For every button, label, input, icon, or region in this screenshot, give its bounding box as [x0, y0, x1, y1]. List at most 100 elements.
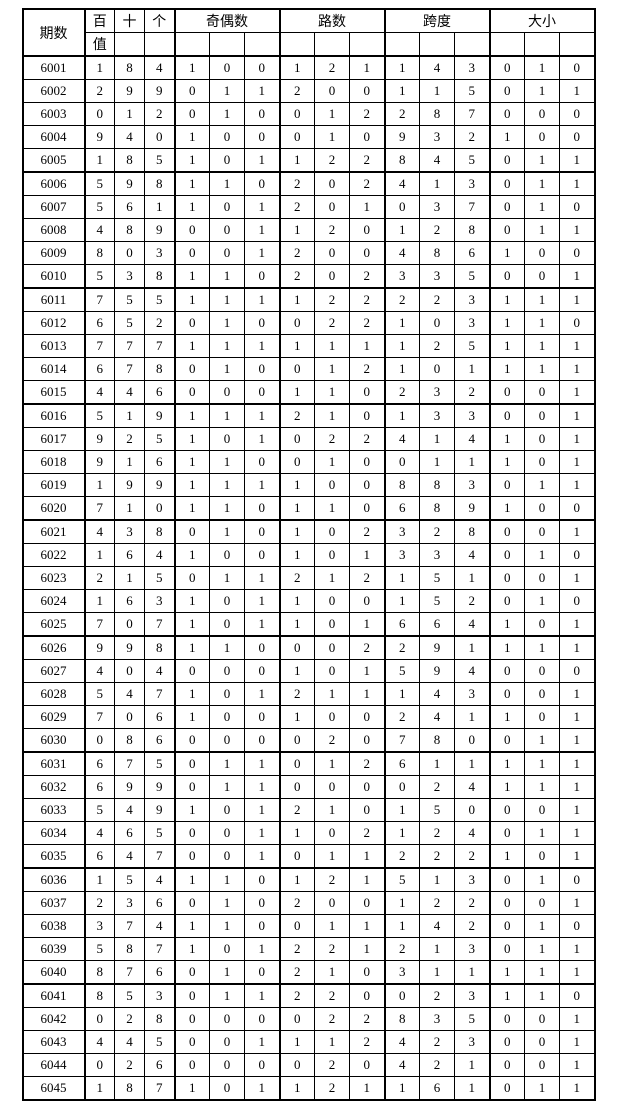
- cell-value: 1: [350, 868, 385, 892]
- cell-value: 0: [245, 172, 280, 196]
- cell-value: 2: [350, 567, 385, 590]
- cell-value: 1: [280, 822, 315, 845]
- table-row: 6044026000020421001: [23, 1054, 595, 1077]
- cell-value: 0: [245, 729, 280, 753]
- cell-value: 0: [175, 1031, 210, 1054]
- cell-value: 1: [245, 590, 280, 613]
- cell-value: 1: [455, 636, 490, 660]
- cell-value: 8: [455, 520, 490, 544]
- cell-value: 0: [245, 1008, 280, 1031]
- cell-value: 1: [490, 288, 525, 312]
- cell-value: 5: [115, 868, 145, 892]
- cell-value: 9: [115, 172, 145, 196]
- cell-value: 1: [560, 1008, 595, 1031]
- cell-value: 4: [455, 660, 490, 683]
- cell-value: 1: [210, 752, 245, 776]
- cell-value: 2: [420, 776, 455, 799]
- cell-value: 0: [560, 242, 595, 265]
- cell-value: 0: [245, 915, 280, 938]
- cell-value: 7: [115, 915, 145, 938]
- cell-value: 0: [210, 242, 245, 265]
- cell-value: 2: [420, 335, 455, 358]
- cell-value: 0: [245, 103, 280, 126]
- cell-value: 0: [490, 729, 525, 753]
- cell-value: 0: [560, 984, 595, 1008]
- cell-value: 9: [145, 799, 175, 822]
- cell-value: 3: [420, 196, 455, 219]
- cell-value: 0: [175, 776, 210, 799]
- cell-value: 1: [175, 706, 210, 729]
- cell-value: 1: [455, 567, 490, 590]
- cell-value: 2: [455, 590, 490, 613]
- cell-value: 2: [455, 915, 490, 938]
- cell-value: 1: [315, 915, 350, 938]
- cell-value: 0: [350, 892, 385, 915]
- cell-value: 0: [350, 590, 385, 613]
- cell-value: 1: [315, 961, 350, 985]
- cell-value: 0: [560, 915, 595, 938]
- cell-value: 1: [350, 196, 385, 219]
- cell-value: 1: [560, 149, 595, 173]
- cell-period: 6019: [23, 474, 85, 497]
- cell-value: 1: [245, 683, 280, 706]
- header-empty: [385, 33, 420, 57]
- cell-value: 1: [525, 288, 560, 312]
- cell-value: 1: [560, 474, 595, 497]
- cell-value: 0: [245, 636, 280, 660]
- cell-value: 0: [525, 265, 560, 289]
- cell-period: 6029: [23, 706, 85, 729]
- cell-period: 6017: [23, 428, 85, 451]
- cell-value: 1: [210, 497, 245, 521]
- cell-value: 0: [280, 126, 315, 149]
- cell-value: 1: [175, 428, 210, 451]
- cell-value: 1: [560, 172, 595, 196]
- cell-value: 0: [210, 683, 245, 706]
- cell-value: 1: [560, 520, 595, 544]
- cell-value: 1: [490, 752, 525, 776]
- cell-value: 4: [115, 381, 145, 405]
- cell-value: 1: [560, 219, 595, 242]
- table-row: 6042028000022835001: [23, 1008, 595, 1031]
- cell-value: 0: [210, 428, 245, 451]
- cell-value: 7: [455, 103, 490, 126]
- cell-value: 0: [490, 149, 525, 173]
- cell-value: 3: [385, 544, 420, 567]
- cell-value: 3: [455, 404, 490, 428]
- cell-value: 1: [420, 752, 455, 776]
- cell-value: 5: [85, 404, 115, 428]
- table-row: 6002299011200115011: [23, 80, 595, 103]
- cell-value: 1: [245, 1077, 280, 1101]
- cell-value: 4: [85, 822, 115, 845]
- cell-value: 1: [245, 474, 280, 497]
- cell-value: 2: [280, 265, 315, 289]
- table-row: 6033549101210150001: [23, 799, 595, 822]
- cell-value: 1: [490, 961, 525, 985]
- header-route: 路数: [280, 9, 385, 33]
- cell-value: 1: [560, 822, 595, 845]
- cell-value: 0: [175, 892, 210, 915]
- cell-value: 1: [280, 706, 315, 729]
- cell-value: 2: [280, 242, 315, 265]
- cell-value: 2: [385, 938, 420, 961]
- cell-value: 0: [315, 172, 350, 196]
- table-row: 6012652010022103110: [23, 312, 595, 335]
- cell-value: 5: [85, 172, 115, 196]
- cell-value: 1: [210, 265, 245, 289]
- cell-value: 3: [115, 520, 145, 544]
- cell-value: 0: [210, 590, 245, 613]
- cell-value: 1: [210, 80, 245, 103]
- cell-value: 1: [175, 1077, 210, 1101]
- cell-value: 4: [115, 683, 145, 706]
- cell-value: 0: [210, 219, 245, 242]
- cell-value: 0: [175, 312, 210, 335]
- cell-value: 1: [560, 752, 595, 776]
- cell-value: 1: [525, 474, 560, 497]
- table-row: 6019199111100883011: [23, 474, 595, 497]
- cell-value: 2: [350, 822, 385, 845]
- cell-value: 5: [85, 265, 115, 289]
- cell-value: 0: [280, 312, 315, 335]
- cell-value: 9: [420, 660, 455, 683]
- cell-value: 1: [245, 288, 280, 312]
- cell-value: 1: [210, 984, 245, 1008]
- cell-value: 2: [420, 219, 455, 242]
